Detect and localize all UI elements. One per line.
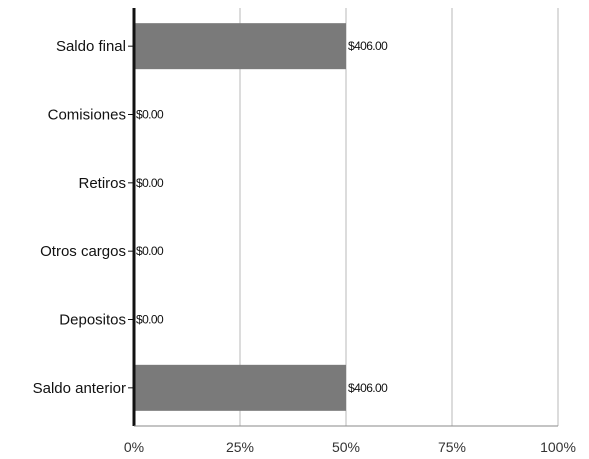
data-label: $0.00	[136, 108, 164, 122]
x-tick-label: 75%	[438, 439, 466, 455]
bar	[134, 364, 346, 411]
bars	[134, 23, 346, 411]
x-tick-label: 50%	[332, 439, 360, 455]
bar	[134, 23, 346, 70]
category-label: Saldo final	[56, 38, 126, 55]
data-label: $0.00	[136, 313, 164, 327]
axes	[128, 8, 558, 427]
data-label: $0.00	[136, 244, 164, 258]
data-label: $0.00	[136, 176, 164, 190]
x-tick-label: 100%	[540, 439, 576, 455]
category-label: Otros cargos	[40, 243, 126, 260]
category-label: Comisiones	[48, 107, 126, 124]
category-label: Depositos	[59, 312, 126, 329]
labels: 0% 25% 50% 75% 100% Saldo final $406.00 Comisio…	[33, 38, 576, 455]
data-label: $406.00	[348, 39, 388, 53]
grid-lines	[239, 8, 559, 426]
category-label: Retiros	[78, 175, 126, 192]
category-label: Saldo anterior	[33, 380, 126, 397]
x-tick-label: 0%	[124, 439, 144, 455]
data-label: $406.00	[348, 381, 388, 395]
x-tick-label: 25%	[226, 439, 254, 455]
